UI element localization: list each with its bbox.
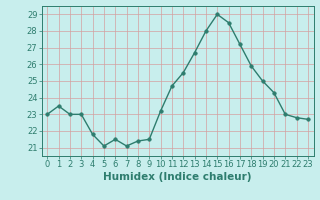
X-axis label: Humidex (Indice chaleur): Humidex (Indice chaleur): [103, 172, 252, 182]
